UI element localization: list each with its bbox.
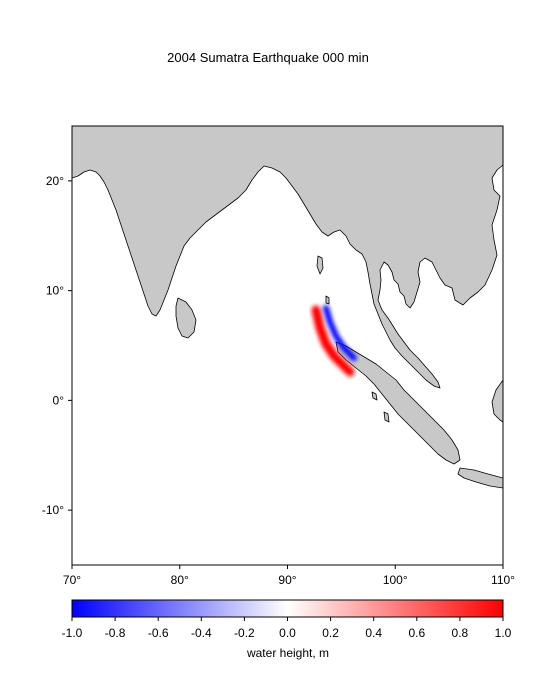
x-tick-label: 100°	[383, 573, 408, 587]
colorbar-tick-label: 0.0	[279, 626, 296, 640]
colorbar	[71, 599, 504, 618]
wave-subsidence-band	[323, 305, 357, 361]
y-tick-label: -10°	[42, 503, 64, 517]
colorbar-tick-label: 0.2	[322, 626, 339, 640]
colorbar-tick-label: 0.4	[365, 626, 382, 640]
y-tick-label: 0°	[53, 393, 65, 407]
colorbar-tick-label: -0.6	[148, 626, 169, 640]
colorbar-tick-label: -1.0	[62, 626, 83, 640]
y-axis: 20° 10° 0° -10°	[42, 174, 72, 517]
x-tick-label: 80°	[171, 573, 189, 587]
colorbar-tick-label: -0.8	[105, 626, 126, 640]
x-tick-label: 90°	[278, 573, 296, 587]
land-group	[72, 126, 503, 489]
land-sumatra	[335, 341, 461, 465]
wave-uplift-band	[311, 305, 355, 377]
colorbar-ticks: -1.0 -0.8 -0.6 -0.4 -0.2 0.0 0.2 0.4 0.6 0.8 1.0	[62, 617, 512, 640]
colorbar-label: water height, m	[246, 646, 329, 660]
x-axis: 70° 80° 90° 100° 110°	[63, 565, 515, 587]
land-nias-island	[371, 391, 378, 401]
land-asia-mainland	[72, 126, 503, 389]
land-mentawai-island	[383, 411, 390, 423]
y-tick-label: 10°	[46, 284, 64, 298]
x-tick-label: 70°	[63, 573, 81, 587]
y-tick-label: 20°	[46, 174, 64, 188]
land-sri-lanka	[175, 297, 197, 339]
colorbar-tick-label: 0.6	[408, 626, 425, 640]
land-andaman-islands	[316, 255, 324, 275]
land-borneo	[491, 379, 503, 423]
colorbar-tick-label: -0.4	[191, 626, 212, 640]
colorbar-tick-label: 0.8	[452, 626, 469, 640]
land-java	[457, 467, 503, 489]
colorbar-tick-label: 1.0	[495, 626, 512, 640]
colorbar-tick-label: -0.2	[234, 626, 255, 640]
tsunami-wave	[311, 305, 357, 377]
map-title: 2004 Sumatra Earthquake 000 min	[167, 50, 369, 65]
land-nicobar-islands	[325, 295, 330, 305]
x-tick-label: 110°	[491, 573, 515, 587]
